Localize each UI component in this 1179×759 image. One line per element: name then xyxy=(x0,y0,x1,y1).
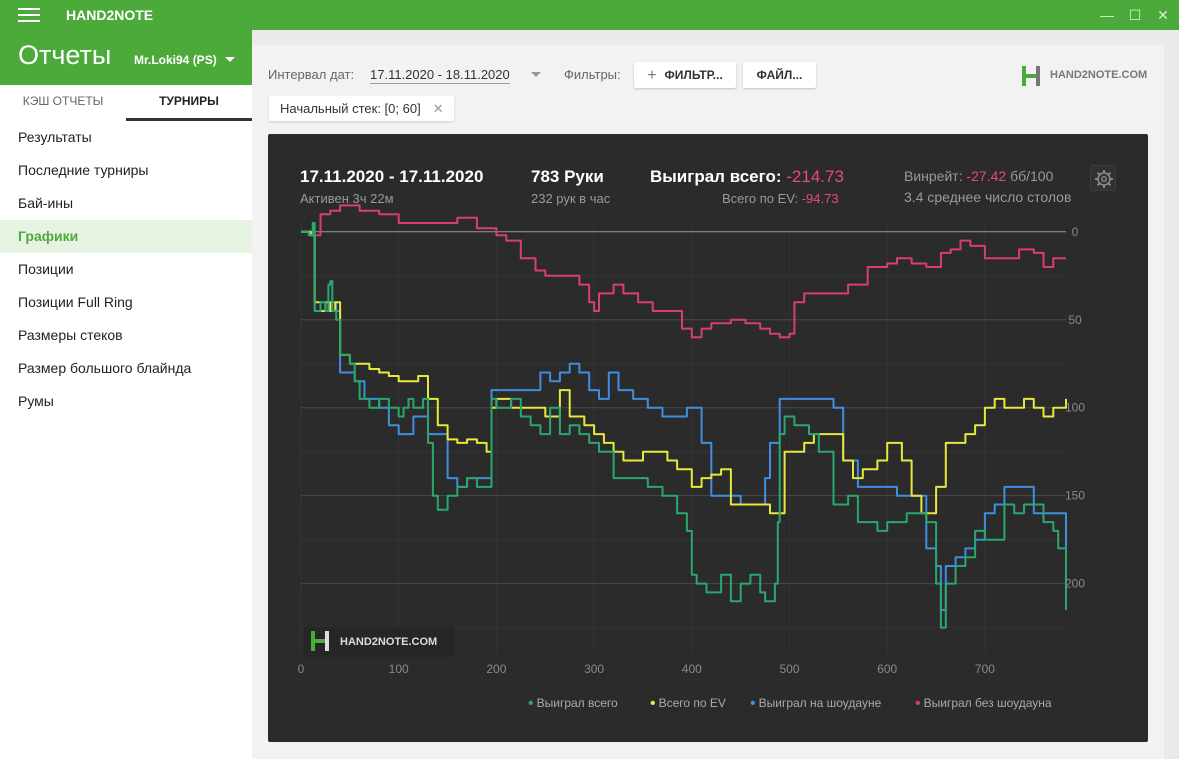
brand-text: HAND2NOTE.COM xyxy=(1050,69,1148,81)
legend-dot-icon: • xyxy=(750,695,756,712)
tab-tournaments[interactable]: ТУРНИРЫ xyxy=(126,85,252,121)
legend-label: Выиграл всего xyxy=(536,696,618,710)
gear-icon xyxy=(1095,170,1113,188)
user-name: Mr.Loki94 (PS) xyxy=(134,53,217,67)
series-line-1 xyxy=(301,222,1067,629)
ev-label: Всего по EV: xyxy=(722,191,799,206)
filter-button[interactable]: + ФИЛЬТР... xyxy=(634,62,736,88)
graph-card: 17.11.2020 - 17.11.2020 Активен 3ч 22м 7… xyxy=(268,134,1148,742)
sidebar: Результаты Последние турниры Бай-ины Гра… xyxy=(0,121,252,759)
series-line-3 xyxy=(301,230,1067,611)
stats-hands-per-hour: 232 рук в час xyxy=(531,191,611,206)
legend-label: Всего по EV xyxy=(658,696,726,710)
line-chart: HAND2NOTE.COM 0 100 200 300 400 500 600 700 0 50 1… xyxy=(298,204,1085,676)
report-panel: Интервал дат: 17.11.2020 - 18.11.2020 Фи… xyxy=(252,45,1164,759)
legend-label: Выиграл на шоудауне xyxy=(758,696,882,710)
sidebar-item-positions[interactable]: Позиции xyxy=(18,261,74,277)
title-bar: HAND2NOTE — ☐ ✕ xyxy=(0,0,1179,30)
page-title: Отчеты xyxy=(18,40,112,70)
legend-label: Выиграл без шоудауна xyxy=(923,696,1052,710)
sidebar-item-buyins[interactable]: Бай-ины xyxy=(18,195,74,211)
won-value: -214.73 xyxy=(786,167,844,186)
x-tick-label: 400 xyxy=(682,662,702,676)
h2n-logo-icon xyxy=(311,631,329,651)
filter-button-label: ФИЛЬТР... xyxy=(664,68,723,82)
series-line-4 xyxy=(301,204,1066,339)
stats-active-time: Активен 3ч 22м xyxy=(300,191,394,206)
sidebar-item-rooms[interactable]: Румы xyxy=(18,393,54,409)
y-tick-label: 200 xyxy=(1065,577,1085,591)
date-interval-label: Интервал дат: xyxy=(268,67,355,82)
legend-item-no-showdown[interactable]: • Выиграл без шоудауна xyxy=(915,695,1052,713)
date-interval-select[interactable]: 17.11.2020 - 18.11.2020 xyxy=(370,67,510,84)
legend-dot-icon: • xyxy=(915,695,921,712)
settings-button[interactable] xyxy=(1090,165,1116,191)
series-line-2 xyxy=(301,230,1067,515)
y-tick-label: 0 xyxy=(1072,225,1079,239)
legend-dot-icon: • xyxy=(528,695,534,712)
won-label: Выиграл всего: xyxy=(650,167,782,186)
chevron-down-icon[interactable] xyxy=(531,72,541,77)
legend-item-showdown[interactable]: • Выиграл на шоудауне xyxy=(750,695,881,713)
x-tick-label: 100 xyxy=(389,662,409,676)
sidebar-item-big-blind-size[interactable]: Размер большого блайнда xyxy=(18,360,192,376)
app-name: HAND2NOTE xyxy=(66,7,154,23)
x-tick-label: 700 xyxy=(975,662,995,676)
sidebar-item-stack-sizes[interactable]: Размеры стеков xyxy=(18,327,123,343)
close-icon[interactable]: ✕ xyxy=(432,101,444,116)
watermark-text: HAND2NOTE.COM xyxy=(340,636,437,648)
brand-logo: HAND2NOTE.COM xyxy=(1021,65,1147,87)
stats-date-range: 17.11.2020 - 17.11.2020 xyxy=(300,167,484,186)
winrate-unit: бб/100 xyxy=(1010,168,1054,184)
legend-item-ev-total[interactable]: • Всего по EV xyxy=(650,695,726,713)
x-tick-label: 300 xyxy=(584,662,604,676)
legend-item-won-total[interactable]: • Выиграл всего xyxy=(528,695,618,713)
user-selector[interactable]: Mr.Loki94 (PS) xyxy=(134,53,235,67)
stats-tables: 3.4 среднее число столов xyxy=(904,189,1072,205)
chevron-down-icon xyxy=(224,57,235,62)
winrate-value: -27.42 xyxy=(966,168,1007,184)
sidebar-item-positions-full-ring[interactable]: Позиции Full Ring xyxy=(18,294,133,310)
h2n-logo-icon xyxy=(1022,66,1040,86)
sidebar-item-recent-tournaments[interactable]: Последние турниры xyxy=(18,162,149,178)
main-area: Интервал дат: 17.11.2020 - 18.11.2020 Фи… xyxy=(252,30,1179,759)
close-icon[interactable]: ✕ xyxy=(1157,7,1169,23)
winrate-label: Винрейт: xyxy=(904,168,963,184)
sidebar-item-graphs[interactable]: Графики xyxy=(0,220,252,253)
filters-label: Фильтры: xyxy=(564,67,621,82)
filter-chip-label: Начальный стек: [0; 60] xyxy=(280,101,421,116)
stats-hands: 783 Руки xyxy=(531,167,604,186)
file-button[interactable]: ФАЙЛ... xyxy=(743,62,816,88)
x-tick-label: 0 xyxy=(298,662,305,676)
header: Отчеты Mr.Loki94 (PS) xyxy=(0,30,252,85)
y-tick-label: 50 xyxy=(1068,313,1082,327)
y-tick-label: 100 xyxy=(1065,401,1085,415)
stats-ev-total: Всего по EV: -94.73 xyxy=(722,191,839,206)
watermark: HAND2NOTE.COM xyxy=(304,627,454,657)
plus-icon: + xyxy=(647,67,657,84)
ev-value: -94.73 xyxy=(801,191,839,206)
maximize-icon[interactable]: ☐ xyxy=(1128,7,1142,23)
report-tabs: КЭШ ОТЧЕТЫ ТУРНИРЫ xyxy=(0,85,252,121)
stats-winrate: Винрейт: -27.42 бб/100 xyxy=(904,168,1053,184)
stats-won-total: Выиграл всего: -214.73 xyxy=(650,167,844,187)
legend-dot-icon: • xyxy=(650,695,656,712)
tab-cash-reports[interactable]: КЭШ ОТЧЕТЫ xyxy=(22,94,104,108)
filter-chip: Начальный стек: [0; 60] ✕ xyxy=(269,96,454,121)
minimize-icon[interactable]: — xyxy=(1100,7,1114,23)
x-tick-label: 500 xyxy=(779,662,799,676)
x-tick-label: 200 xyxy=(486,662,506,676)
hamburger-menu-icon[interactable] xyxy=(18,8,40,24)
x-tick-label: 600 xyxy=(877,662,897,676)
y-tick-label: 150 xyxy=(1065,489,1085,503)
sidebar-item-results[interactable]: Результаты xyxy=(18,129,92,145)
